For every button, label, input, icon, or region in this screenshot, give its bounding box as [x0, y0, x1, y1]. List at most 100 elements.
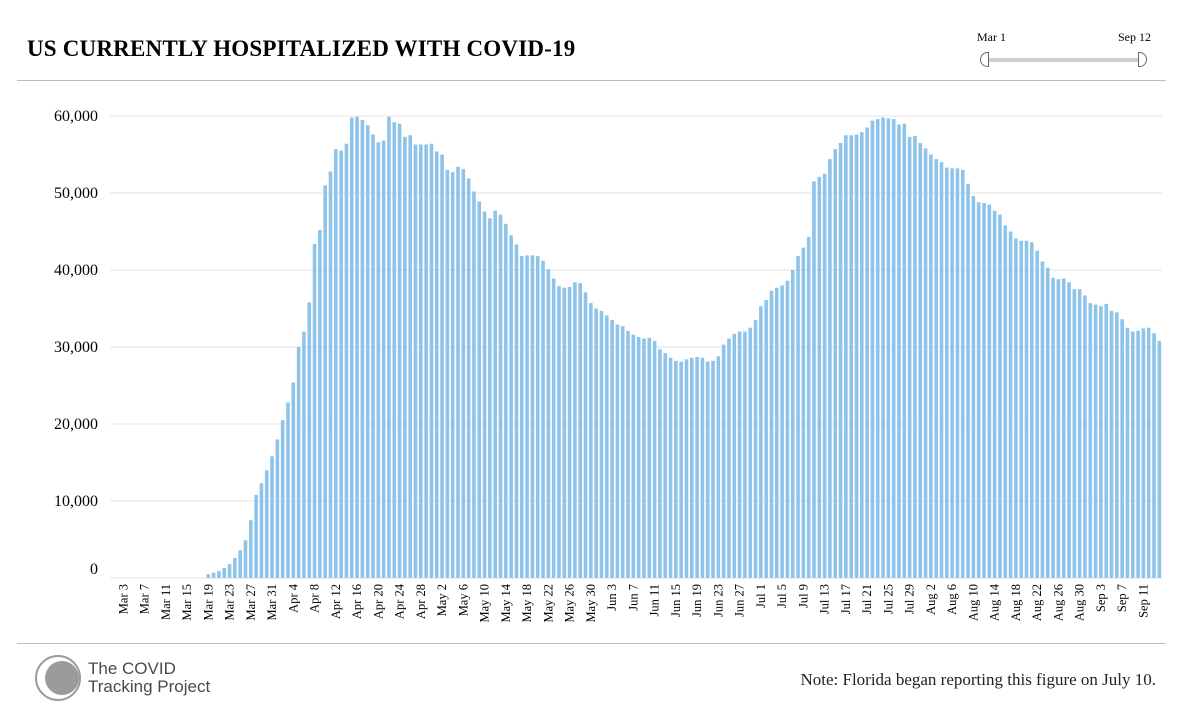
bar[interactable]	[727, 338, 731, 578]
bar[interactable]	[844, 135, 848, 578]
bar[interactable]	[626, 330, 630, 578]
bar[interactable]	[721, 344, 726, 578]
bar[interactable]	[652, 340, 657, 578]
bar[interactable]	[318, 229, 322, 578]
bar[interactable]	[1083, 295, 1087, 578]
bar[interactable]	[541, 260, 545, 578]
range-end-handle[interactable]	[1138, 52, 1147, 67]
bar[interactable]	[960, 169, 965, 578]
bar[interactable]	[429, 143, 434, 578]
bar[interactable]	[1035, 250, 1039, 578]
bar[interactable]	[674, 360, 678, 578]
bar[interactable]	[1014, 238, 1018, 578]
bar[interactable]	[1030, 242, 1034, 578]
bar[interactable]	[365, 125, 370, 579]
bar[interactable]	[562, 287, 567, 578]
bar[interactable]	[466, 178, 471, 578]
bar[interactable]	[259, 483, 264, 578]
bar[interactable]	[413, 144, 418, 579]
bar[interactable]	[461, 169, 466, 578]
bar[interactable]	[1045, 267, 1050, 578]
bar[interactable]	[238, 550, 242, 578]
bar[interactable]	[270, 456, 274, 578]
bar[interactable]	[280, 420, 285, 578]
bar[interactable]	[732, 333, 737, 578]
bar[interactable]	[684, 359, 689, 578]
bar[interactable]	[790, 270, 795, 578]
bar[interactable]	[1019, 240, 1024, 579]
bar[interactable]	[1093, 304, 1098, 578]
bar[interactable]	[217, 571, 221, 578]
bar[interactable]	[1136, 330, 1140, 578]
bar[interactable]	[573, 282, 577, 578]
bar[interactable]	[860, 132, 864, 579]
bar[interactable]	[557, 286, 561, 578]
bar[interactable]	[392, 122, 397, 578]
bar[interactable]	[631, 334, 636, 578]
bar[interactable]	[408, 135, 412, 578]
bar[interactable]	[594, 308, 598, 579]
bar[interactable]	[397, 123, 402, 578]
bar[interactable]	[923, 148, 928, 578]
bar[interactable]	[567, 286, 572, 578]
bar[interactable]	[955, 168, 960, 579]
bar[interactable]	[419, 144, 423, 579]
bar[interactable]	[1056, 279, 1061, 578]
bar[interactable]	[445, 169, 450, 578]
bar[interactable]	[945, 167, 949, 578]
bar[interactable]	[695, 357, 699, 578]
bar[interactable]	[381, 140, 386, 578]
bar[interactable]	[1067, 282, 1071, 578]
bar[interactable]	[525, 255, 529, 578]
bar[interactable]	[774, 287, 779, 578]
bar[interactable]	[493, 210, 498, 578]
bar[interactable]	[716, 356, 721, 578]
bar[interactable]	[264, 470, 269, 578]
bar[interactable]	[355, 116, 359, 578]
bar[interactable]	[504, 223, 508, 579]
bar[interactable]	[488, 218, 492, 578]
bar[interactable]	[1040, 261, 1045, 578]
bar[interactable]	[509, 235, 513, 578]
bar[interactable]	[976, 202, 981, 578]
bar[interactable]	[1130, 331, 1135, 578]
bar[interactable]	[1077, 289, 1082, 578]
bar[interactable]	[870, 120, 875, 578]
bar[interactable]	[578, 283, 583, 578]
bar[interactable]	[243, 540, 248, 578]
bar[interactable]	[519, 256, 524, 578]
bar[interactable]	[769, 290, 774, 578]
bar[interactable]	[998, 214, 1002, 578]
bar[interactable]	[642, 338, 646, 578]
bar[interactable]	[286, 402, 290, 578]
bar[interactable]	[875, 119, 880, 578]
bar[interactable]	[450, 172, 455, 578]
covid-tracking-project-logo[interactable]: The COVID Tracking Project	[34, 654, 234, 702]
bar[interactable]	[658, 349, 662, 578]
bar[interactable]	[668, 357, 673, 578]
bar[interactable]	[387, 116, 391, 578]
bar[interactable]	[514, 244, 519, 578]
bar[interactable]	[535, 256, 540, 578]
bar[interactable]	[679, 361, 683, 578]
bar[interactable]	[748, 327, 753, 578]
bar[interactable]	[1146, 327, 1151, 578]
bar[interactable]	[1051, 277, 1055, 578]
bar[interactable]	[376, 142, 381, 578]
bar[interactable]	[785, 280, 790, 578]
bar[interactable]	[806, 236, 811, 578]
bar[interactable]	[302, 331, 306, 578]
bar[interactable]	[371, 134, 375, 579]
bar[interactable]	[1008, 231, 1013, 579]
bar[interactable]	[705, 361, 710, 578]
bar[interactable]	[966, 183, 970, 578]
bar[interactable]	[233, 557, 237, 578]
bar[interactable]	[854, 134, 859, 579]
bar[interactable]	[897, 124, 901, 578]
bar[interactable]	[902, 123, 907, 578]
bar[interactable]	[599, 310, 604, 578]
bar[interactable]	[307, 302, 312, 578]
bar[interactable]	[615, 324, 620, 578]
bar[interactable]	[1120, 319, 1124, 578]
bar[interactable]	[891, 119, 896, 578]
